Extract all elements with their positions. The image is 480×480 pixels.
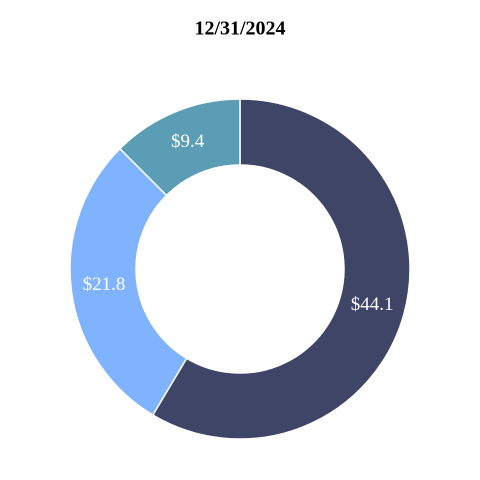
chart-title: 12/31/2024 — [194, 18, 285, 40]
donut-slice — [118, 98, 241, 197]
value-label: $44.1 — [351, 294, 394, 315]
value-label: $21.8 — [83, 274, 126, 295]
value-label: $9.4 — [171, 131, 205, 152]
donut-slice — [69, 147, 188, 416]
donut-slice — [151, 98, 411, 440]
